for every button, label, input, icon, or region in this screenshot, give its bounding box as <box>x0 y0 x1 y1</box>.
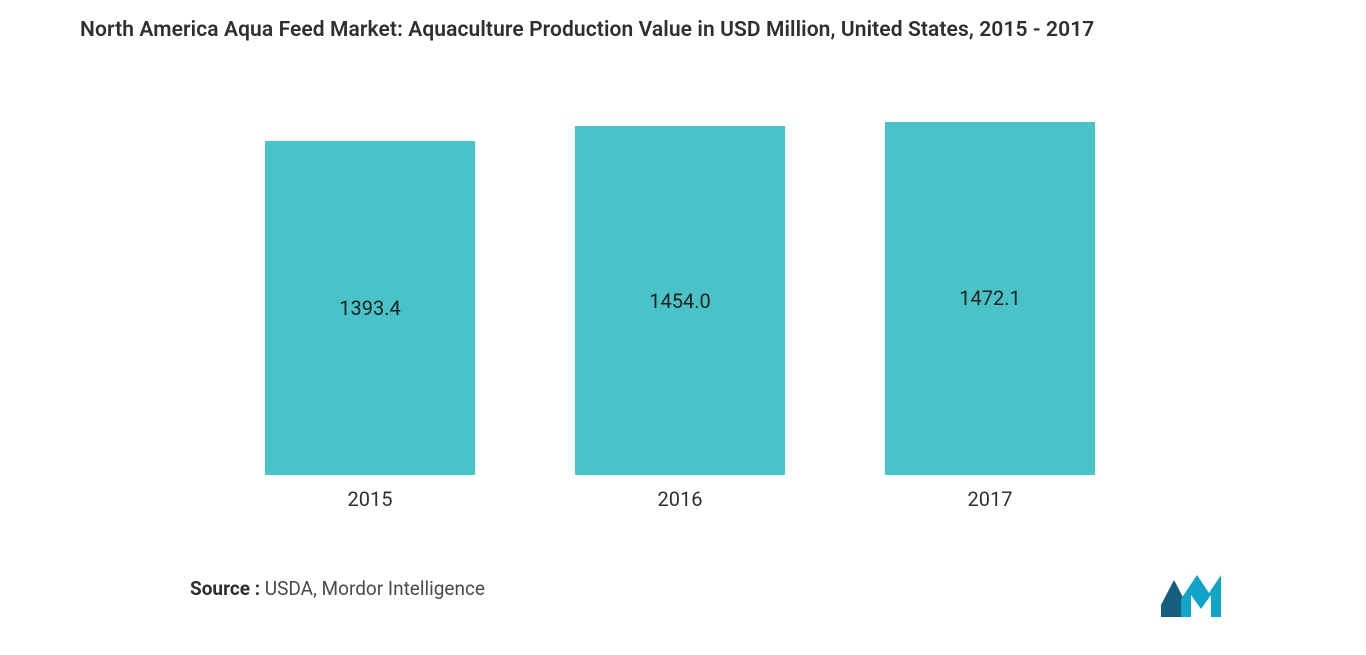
bar-value-label: 1472.1 <box>885 286 1095 310</box>
bar-value-label: 1454.0 <box>575 289 785 313</box>
bar-plot: 1393.42015 1454.02016 1472.12017 <box>180 55 1180 475</box>
mordor-logo-icon <box>1161 575 1221 617</box>
x-axis-label: 2016 <box>575 487 785 511</box>
bar-value-label: 1393.4 <box>265 296 475 320</box>
x-axis-label: 2015 <box>265 487 475 511</box>
source-attribution: Source : USDA, Mordor Intelligence <box>190 577 485 600</box>
bar-group: 1472.12017 <box>885 122 1095 475</box>
bar-group: 1454.02016 <box>575 126 785 475</box>
logo-shape-2 <box>1181 575 1221 617</box>
chart-area: 1393.420151454.020161472.12017 <box>0 55 1366 515</box>
source-text: USDA, Mordor Intelligence <box>260 577 485 600</box>
bar-group: 1393.42015 <box>265 141 475 475</box>
source-prefix: Source : <box>190 577 260 600</box>
chart-title: North America Aqua Feed Market: Aquacult… <box>80 18 1094 42</box>
x-axis-label: 2017 <box>885 487 1095 511</box>
